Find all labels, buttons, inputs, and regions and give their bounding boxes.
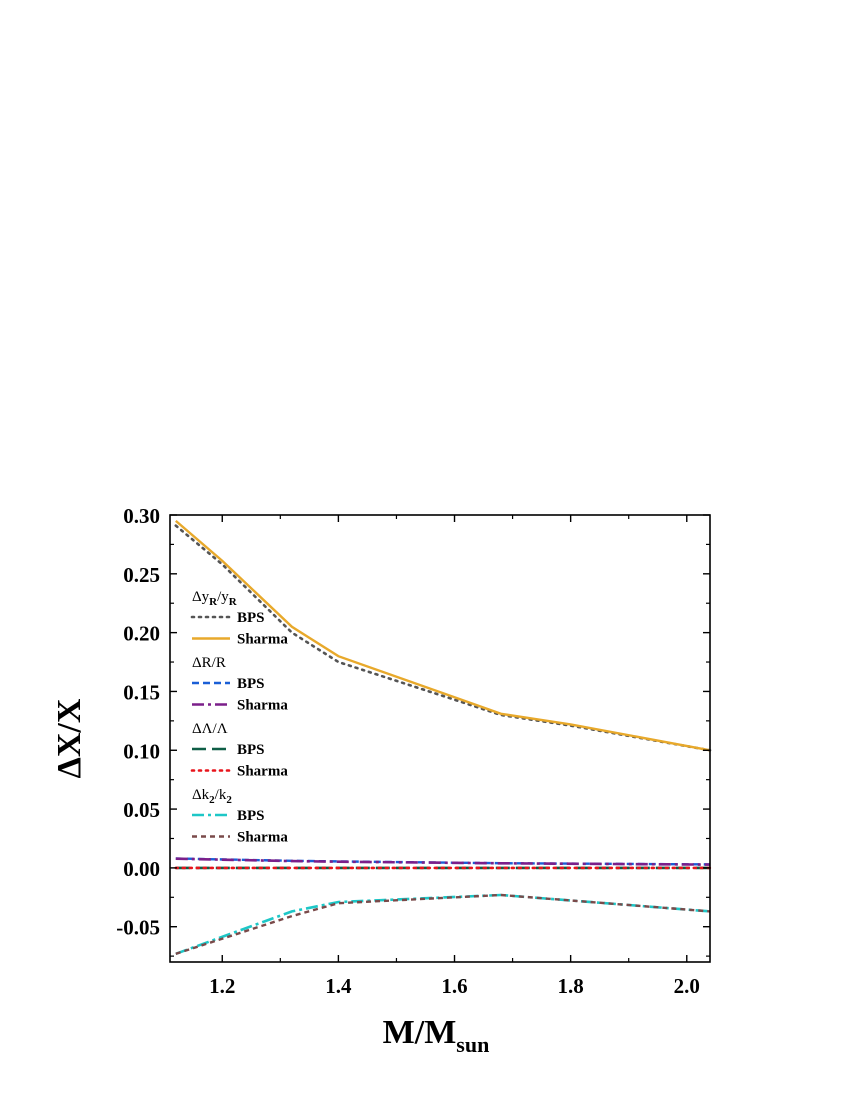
series-line-3-0 <box>175 893 711 956</box>
series-line-1-1 <box>175 857 711 866</box>
legend-label: Sharma <box>237 632 288 648</box>
x-tick-label: 1.4 <box>325 974 352 998</box>
legend-label: BPS <box>237 742 265 758</box>
series-layer <box>174 519 712 956</box>
legend-group-title: ΔyR/yR <box>192 589 238 608</box>
x-axis-title: M/Msun <box>383 1014 490 1057</box>
legend-label: Sharma <box>237 698 288 714</box>
y-tick-label: 0.05 <box>123 798 160 822</box>
y-tick-label: 0.00 <box>123 857 160 881</box>
y-tick-label: 0.20 <box>123 622 160 646</box>
legend-group-title: ΔR/R <box>192 655 226 671</box>
x-tick-label: 1.8 <box>558 974 584 998</box>
x-tick-label: 1.6 <box>441 974 467 998</box>
legend-label: BPS <box>237 610 265 626</box>
x-tick-label: 2.0 <box>674 974 700 998</box>
y-tick-label: 0.25 <box>123 563 160 587</box>
legend-label: BPS <box>237 808 265 824</box>
y-tick-label: 0.10 <box>123 739 160 763</box>
x-tick-label: 1.2 <box>209 974 235 998</box>
legend-group-title: ΔΛ/Λ <box>192 721 228 737</box>
series-line-0-1 <box>175 519 711 752</box>
legend: ΔyR/yR BPS Sharma ΔR/R BPS Sharma ΔΛ/Λ BPS Sharm… <box>190 589 288 846</box>
plot-frame <box>169 514 711 963</box>
y-tick-label: 0.15 <box>123 680 160 704</box>
legend-group-title: Δk2/k2 <box>192 787 232 806</box>
legend-label: Sharma <box>237 764 288 780</box>
legend-label: BPS <box>237 676 265 692</box>
x-axis-title-subscript: sun <box>456 1032 489 1057</box>
y-axis-title: ΔX/X <box>51 698 88 778</box>
y-tick-label: 0.30 <box>123 504 160 528</box>
y-tick-label: -0.05 <box>116 916 160 940</box>
ticks-layer: 1.2 1.4 1.6 1.8 2.0 -0.05 0.00 0.05 0.10 0.15 0.20… <box>116 504 710 998</box>
series-line-3-1 <box>175 893 711 955</box>
legend-label: Sharma <box>237 830 288 846</box>
x-axis-title-main: M/M <box>383 1014 457 1051</box>
